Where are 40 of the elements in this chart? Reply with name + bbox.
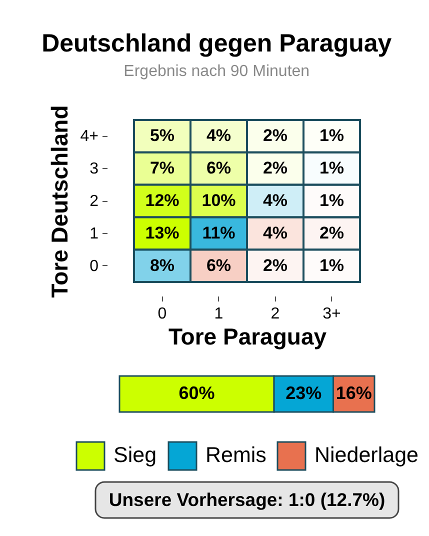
legend-label: Remis (206, 443, 266, 467)
data-label: 6% (206, 256, 232, 275)
data-label: 1% (319, 256, 344, 275)
x-tick-label: 1 (214, 306, 224, 322)
data-label: 2% (262, 126, 288, 146)
data-label: 8% (150, 256, 175, 275)
chart-subtitle: Ergebnis nach 90 Minuten (124, 63, 310, 80)
data-label: 2% (262, 256, 288, 275)
y-tick-label: 2 (90, 193, 99, 210)
x-tick-label: 2 (270, 306, 280, 322)
data-label: 13% (145, 223, 180, 242)
data-label: 4% (206, 126, 232, 146)
legend-label: Sieg (114, 443, 157, 467)
data-label: 2% (262, 158, 288, 178)
data-label: 1% (319, 158, 344, 178)
text: Unsere Vorhersage: 1:0 (12.7%) (108, 489, 386, 510)
x-tick-label: 0 (158, 306, 167, 322)
data-label: 5% (150, 126, 175, 146)
data-label: 1% (319, 126, 344, 146)
data-label: 23% (286, 383, 322, 403)
data-label: 2% (319, 223, 344, 242)
data-label: 11% (202, 223, 236, 242)
y-tick-label: 1 (90, 225, 99, 242)
legend-label: Niederlage (314, 443, 418, 467)
data-label: 1% (319, 191, 344, 210)
y-tick-label: 0 (90, 258, 99, 275)
y-axis-title: Tore Deutschland (46, 105, 72, 298)
data-label: 6% (206, 158, 232, 178)
data-label: 12% (145, 191, 180, 210)
data-label: 7% (150, 158, 175, 178)
x-tick-label: 3+ (322, 306, 341, 322)
y-tick-label: 3 (90, 160, 99, 178)
data-label: 10% (202, 191, 236, 210)
chart-title: Deutschland gegen Paraguay (42, 30, 392, 58)
x-axis-title: Tore Paraguay (168, 324, 327, 350)
data-label: 4% (262, 191, 288, 210)
data-label: 4% (262, 223, 288, 242)
y-tick-label: 4+ (80, 128, 98, 146)
data-label: 60% (178, 383, 215, 403)
data-label: 16% (336, 383, 372, 403)
